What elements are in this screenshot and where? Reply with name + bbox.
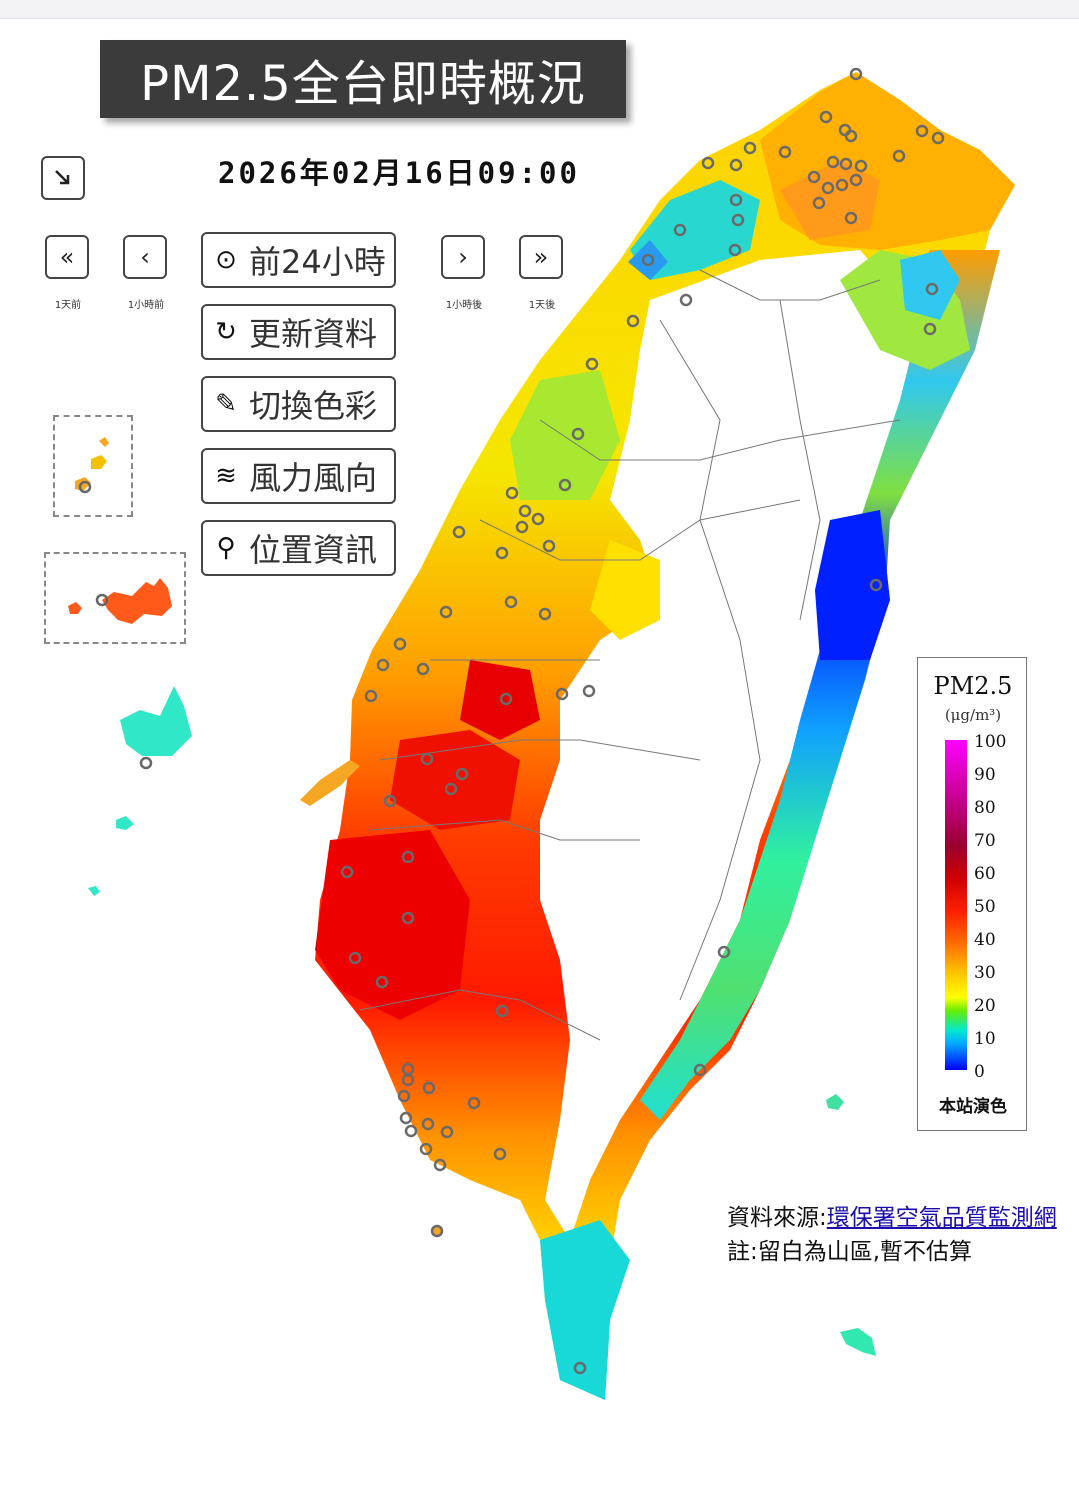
legend-color-bar	[945, 740, 967, 1070]
brush-icon: ✎	[215, 389, 237, 419]
matsu-inset[interactable]	[53, 415, 133, 517]
nantou-yellow-zone	[590, 540, 660, 640]
legend-tick: 80	[974, 798, 996, 818]
wind-label: 風力風向	[249, 459, 378, 497]
blank-area-note: 註:留白為山區,暫不估算	[727, 1239, 973, 1265]
north-region	[760, 72, 1015, 250]
wind-icon: ≋	[215, 461, 237, 491]
legend-tick: 90	[974, 765, 996, 785]
station-markers	[340, 67, 945, 1375]
chevron-left-icon: ‹	[140, 243, 150, 271]
legend-tick: 10	[974, 1029, 996, 1049]
legend-tick: 30	[974, 963, 996, 983]
northwest-blue-zone	[628, 240, 668, 280]
switch-color-label: 切換色彩	[249, 387, 378, 425]
legend-tick: 60	[974, 864, 996, 884]
legend-tick: 20	[974, 996, 996, 1016]
next-hour-caption: 1小時後	[445, 300, 483, 311]
wind-button[interactable]: ≋ 風力風向	[201, 448, 396, 504]
play-circle-icon: ⊙	[215, 245, 237, 275]
legend-tick: 0	[974, 1062, 985, 1082]
refresh-button[interactable]: ↻ 更新資料	[201, 304, 396, 360]
collapse-button[interactable]	[41, 156, 85, 200]
source-prefix: 資料來源:	[727, 1205, 827, 1231]
matsu-map	[75, 437, 109, 494]
east-coast-strip	[640, 250, 1000, 1120]
legend-tick: 50	[974, 897, 996, 917]
central-green-zone	[510, 370, 620, 500]
pingtung-south-zone	[540, 1220, 630, 1400]
location-button[interactable]: ⚲ 位置資訊	[201, 520, 396, 576]
northwest-cyan-zone	[630, 180, 760, 280]
green-island	[826, 1094, 844, 1110]
double-chevron-left-icon: «	[59, 243, 75, 271]
legend-station-note: 本站演色	[939, 1097, 1007, 1117]
kinmen-map	[68, 578, 172, 624]
prev-day-caption: 1天前	[54, 300, 82, 311]
past-24h-label: 前24小時	[249, 243, 386, 281]
county-boundaries	[359, 269, 901, 1041]
mountain-blank-area	[540, 250, 920, 1240]
color-legend: PM2.5 (μg/m³) 100 90 80 70 60 50 40 30 2…	[917, 657, 1027, 1131]
chevron-right-icon: ›	[458, 243, 468, 271]
station-marker	[139, 756, 153, 770]
hualien-blue-zone	[815, 510, 890, 660]
switch-color-button[interactable]: ✎ 切換色彩	[201, 376, 396, 432]
data-source: 資料來源:環保署空氣品質監測網	[727, 1198, 1057, 1232]
coast-orange-zone	[300, 760, 360, 806]
prev-day-button[interactable]: «	[45, 235, 89, 279]
kinmen-inset[interactable]	[44, 552, 186, 644]
prev-hour-button[interactable]: ‹	[123, 235, 167, 279]
top-bar	[0, 0, 1079, 19]
legend-tick: 40	[974, 930, 996, 950]
past-24h-button[interactable]: ⊙ 前24小時	[201, 232, 396, 288]
orchid-island	[840, 1328, 876, 1356]
timestamp: 2026年02月16日09:00	[218, 156, 580, 190]
penghu-small-island	[88, 886, 100, 896]
next-hour-button[interactable]: ›	[441, 235, 485, 279]
refresh-icon: ↻	[215, 317, 237, 347]
penghu-small-island	[116, 816, 134, 830]
page-title: PM2.5全台即時概況	[100, 40, 626, 118]
source-link[interactable]: 環保署空氣品質監測網	[826, 1205, 1057, 1231]
legend-title: PM2.5	[933, 672, 1013, 700]
next-day-caption: 1天後	[528, 300, 556, 311]
legend-tick: 100	[974, 732, 1007, 752]
arrow-down-right-icon	[55, 170, 70, 185]
double-chevron-right-icon: »	[533, 243, 549, 271]
tainan-red-zone	[315, 830, 470, 1020]
next-day-button[interactable]: »	[519, 235, 563, 279]
legend-tick: 70	[974, 831, 996, 851]
location-label: 位置資訊	[249, 531, 378, 569]
prev-hour-caption: 1小時前	[127, 300, 165, 311]
map-pin-icon: ⚲	[216, 533, 236, 563]
legend-unit: (μg/m³)	[944, 706, 1002, 724]
refresh-label: 更新資料	[249, 315, 378, 353]
penghu-islands	[120, 686, 192, 756]
